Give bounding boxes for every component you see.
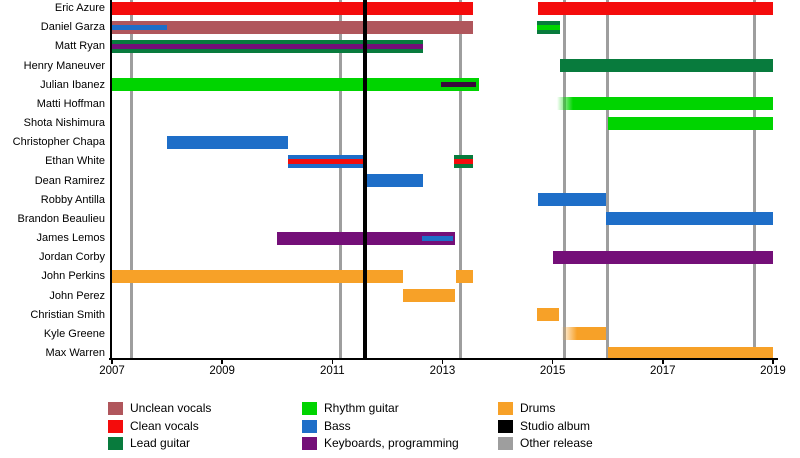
member-label: Julian Ibanez: [40, 78, 105, 91]
legend-swatch-clean-vocals: [108, 419, 123, 433]
legend-label: Studio album: [520, 418, 591, 433]
member-label: James Lemos: [36, 232, 105, 245]
overlay-bar-clean-vocals: [454, 158, 473, 164]
legend-label: Drums: [520, 401, 556, 415]
plot-area: Eric Azure Daniel Garza Matt Ryan Henry Man…: [12, 0, 786, 377]
member-label: John Perkins: [41, 270, 105, 283]
member-label: Max Warren: [45, 347, 106, 360]
role-bar-rhythm-guitar: [607, 116, 773, 130]
legend-label: Other release: [520, 436, 593, 450]
role-bar-clean-vocals: [537, 1, 773, 15]
role-bar-bass: [365, 174, 424, 188]
x-axis-tick-label: 2015: [539, 365, 566, 377]
member-label: Matti Hoffman: [36, 97, 105, 110]
role-bar-drums: [112, 269, 403, 283]
legend-swatch-studio-album: [498, 419, 513, 433]
member-label: Christopher Chapa: [12, 136, 105, 149]
x-axis-tick: [331, 360, 334, 364]
y-axis: [110, 0, 112, 360]
role-bar-drums: [536, 308, 559, 322]
legend-label: Unclean vocals: [130, 401, 212, 415]
legend-label: Lead guitar: [130, 436, 191, 450]
role-bar-clean-vocals: [112, 1, 473, 15]
gridline-other-release: [606, 0, 610, 359]
x-axis-tick-label: 2011: [319, 365, 345, 377]
x-axis-tick: [111, 360, 113, 364]
role-bar-bass: [606, 212, 773, 226]
legend-swatch-unclean-vocals: [108, 402, 123, 415]
gridline-other-release: [130, 0, 134, 359]
legend-swatch-rhythm-guitar: [302, 402, 317, 415]
x-axis-tick: [551, 360, 554, 364]
role-bar-bass: [537, 193, 607, 207]
legend-swatch-lead-guitar: [108, 437, 123, 450]
legend: Unclean vocals Clean vocals Lead guitar Rhy…: [0, 396, 800, 456]
gridline-other-release: [458, 0, 462, 359]
member-label: Daniel Garza: [40, 21, 105, 34]
role-bar-drums: [560, 327, 607, 341]
overlay-bar-clean-vocals: [288, 158, 366, 164]
member-label: Dean Ramirez: [34, 174, 105, 187]
overlay-bar-bass: [112, 24, 168, 30]
overlay-bar-keyboards-programming: [112, 43, 424, 49]
member-label: Kyle Greene: [43, 327, 105, 340]
member-label: Robby Antilla: [40, 193, 105, 206]
overlay-bar-bass: [422, 235, 453, 241]
x-axis-tick-label: 2017: [650, 365, 676, 377]
member-label: John Perez: [49, 289, 105, 302]
gridline-other-release: [563, 0, 567, 359]
role-bar-bass: [167, 135, 289, 149]
legend-label: Rhythm guitar: [324, 401, 399, 415]
legend-swatch-other-release: [498, 437, 513, 450]
member-label: Ethan White: [45, 155, 105, 168]
gridline-other-release: [753, 0, 757, 359]
x-axis-tick-label: 2013: [429, 365, 456, 377]
member-label: Brandon Beaulieu: [17, 212, 105, 225]
member-label: Christian Smith: [30, 308, 105, 321]
role-bar-rhythm-guitar: [112, 78, 480, 92]
member-label: Jordan Corby: [38, 251, 105, 264]
overlay-bar-rhythm-guitar: [536, 24, 560, 30]
x-axis: [109, 358, 778, 360]
x-axis-tick: [662, 360, 664, 364]
role-bar-drums: [607, 346, 773, 360]
role-bar-keyboards-programming: [552, 250, 773, 264]
x-axis-tick-label: 2019: [760, 365, 786, 377]
overlay-bar-keyboards-programming: [440, 82, 476, 88]
role-bar-drums: [402, 289, 456, 303]
x-axis-tick: [772, 360, 774, 364]
role-bar-lead-guitar: [559, 59, 773, 72]
legend-label: Keyboards, programming: [324, 436, 459, 450]
gridline-studio-album: [362, 0, 367, 359]
legend-swatch-keyboards-programming: [302, 437, 317, 450]
legend-swatch-drums: [498, 402, 513, 415]
legend-label: Bass: [324, 418, 351, 433]
x-axis-tick-label: 2007: [99, 365, 125, 377]
legend-label: Clean vocals: [130, 418, 199, 433]
x-axis-tick: [441, 360, 444, 364]
member-label: Matt Ryan: [54, 40, 105, 53]
x-axis-tick: [221, 360, 223, 364]
x-axis-tick-label: 2009: [209, 365, 235, 377]
gridline-other-release: [338, 0, 342, 359]
member-label: Shota Nishimura: [23, 117, 105, 130]
legend-swatch-bass: [302, 419, 317, 433]
role-bar-drums: [456, 269, 473, 283]
member-label: Henry Maneuver: [23, 59, 105, 72]
member-label: Eric Azure: [54, 2, 105, 14]
role-bar-unclean-vocals: [112, 20, 473, 34]
role-bar-rhythm-guitar: [557, 97, 773, 111]
